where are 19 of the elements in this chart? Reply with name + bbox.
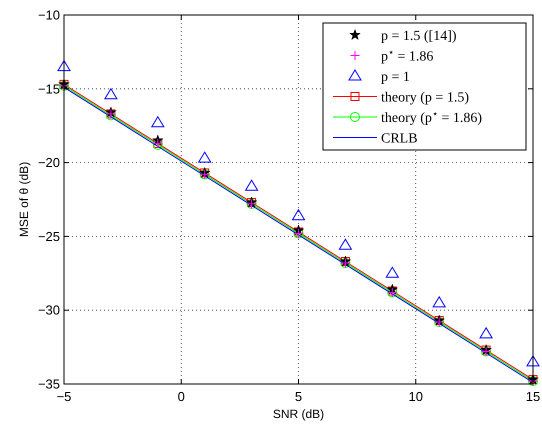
x-tick-label: 0 [178,389,185,404]
y-tick-label: −15 [38,81,60,96]
legend-label: CRLB [381,132,418,146]
legend-label: p$^{⋆}$ = 1.86 [381,47,434,64]
y-tick-label: −35 [38,376,60,392]
x-axis-title: SNR (dB) [272,407,324,421]
y-tick-label: −20 [38,155,60,170]
x-tick-label: −5 [56,389,72,404]
legend-label: p = 1.5 ([14]) [381,29,457,44]
y-tick-label: −10 [38,8,60,22]
y-tick-label: −30 [38,302,60,318]
legend-label: theory (p = 1.5) [381,90,470,106]
x-tick-label: 15 [526,389,540,404]
legend-label: theory (p$^{⋆}$ = 1.86) [381,108,482,126]
y-tick-label: −25 [38,228,60,244]
x-tick-label: 10 [408,389,423,404]
x-tick-label: 5 [294,389,302,404]
legend-label: p = 1 [381,70,410,85]
y-axis-title: MSE of θ (dB) [17,162,31,238]
